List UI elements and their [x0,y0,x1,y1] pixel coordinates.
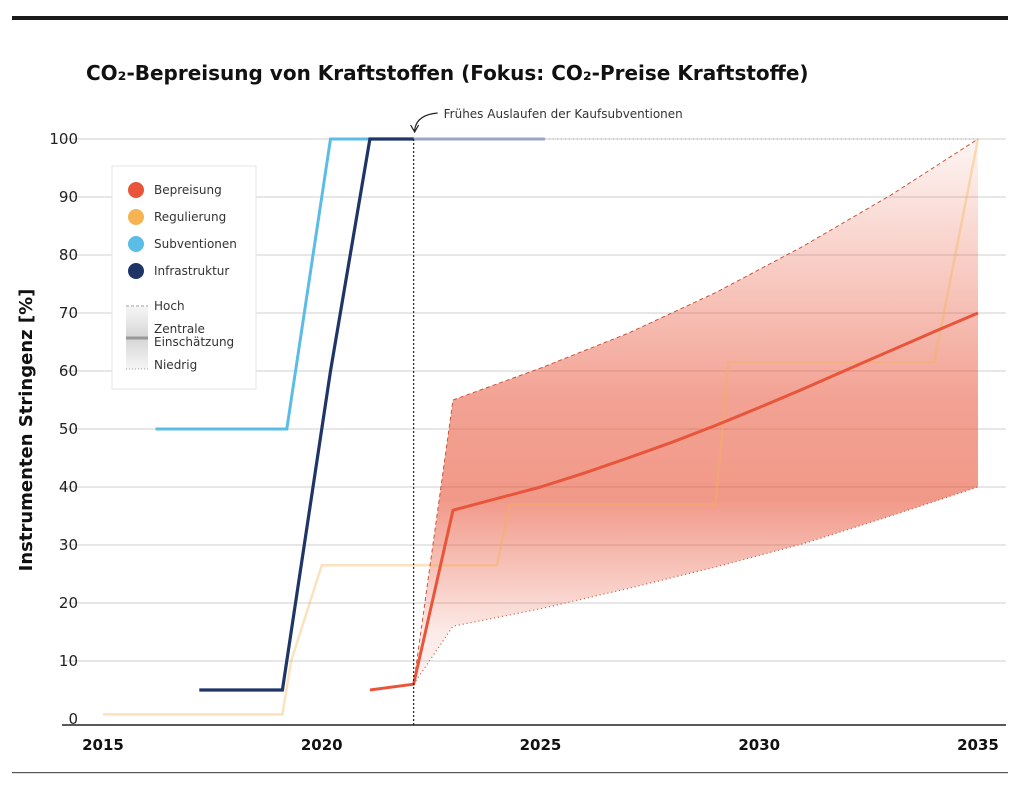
x-tick-2020: 2020 [301,736,343,754]
annotation: Frühes Auslaufen der Kaufsubventionen [410,107,683,134]
legend-label-regulierung: Regulierung [154,210,226,224]
y-tick-30: 30 [59,536,78,554]
legend-dot-subventionen [128,236,144,252]
y-tick-0: 0 [68,710,78,728]
y-tick-80: 80 [59,246,78,264]
legend-label-hoch: Hoch [154,299,185,313]
legend-label-infrastruktur: Infrastruktur [154,264,229,278]
top-rule [12,16,1008,20]
y-tick-90: 90 [59,188,78,206]
y-tick-100: 100 [49,130,78,148]
legend-label-subventionen: Subventionen [154,237,237,251]
legend: Bepreisung Regulierung Subventionen Infrast… [111,165,257,390]
series-infrastruktur [199,137,414,692]
x-tick-2015: 2015 [82,736,124,754]
legend-label-zentral-line: Zentrale [154,322,205,336]
x-tick-2030: 2030 [738,736,780,754]
y-tick-70: 70 [59,304,78,322]
y-tick-10: 10 [59,652,78,670]
legend-label-zentral-line: Einschätzung [154,335,234,349]
y-tick-60: 60 [59,362,78,380]
legend-label-zentral: Zentrale Einschätzung [154,322,234,349]
bepreisung-band [413,139,979,685]
y-axis-label: Instrumenten Stringenz [%] [16,289,37,572]
legend-dot-bepreisung [128,182,144,198]
chart-title: CO₂-Bepreisung von Kraftstoffen (Fokus: … [86,61,809,85]
band-fill [413,139,979,685]
y-tick-40: 40 [59,478,78,496]
series-niedrig [413,486,979,685]
legend-label-niedrig: Niedrig [154,358,197,372]
y-tick-50: 50 [59,420,78,438]
series-bepreisung [369,311,979,692]
legend-label-bepreisung: Bepreisung [154,183,222,197]
x-tick-2025: 2025 [520,736,562,754]
y-tick-20: 20 [59,594,78,612]
annotation-text: Frühes Auslaufen der Kaufsubventionen [444,107,683,121]
bottom-rule [12,772,1008,774]
x-tick-2035: 2035 [957,736,999,754]
x-tick-labels: 2015 2020 2025 2030 2035 [82,736,999,754]
series-regulierung [103,138,980,716]
annotation-arrow [410,112,438,134]
series-lines [103,137,980,725]
series-hoch [413,138,979,685]
legend-dot-regulierung [128,209,144,225]
legend-dot-infrastruktur [128,263,144,279]
y-tick-labels: 0 10 20 30 40 50 60 70 80 90 100 [49,130,78,728]
